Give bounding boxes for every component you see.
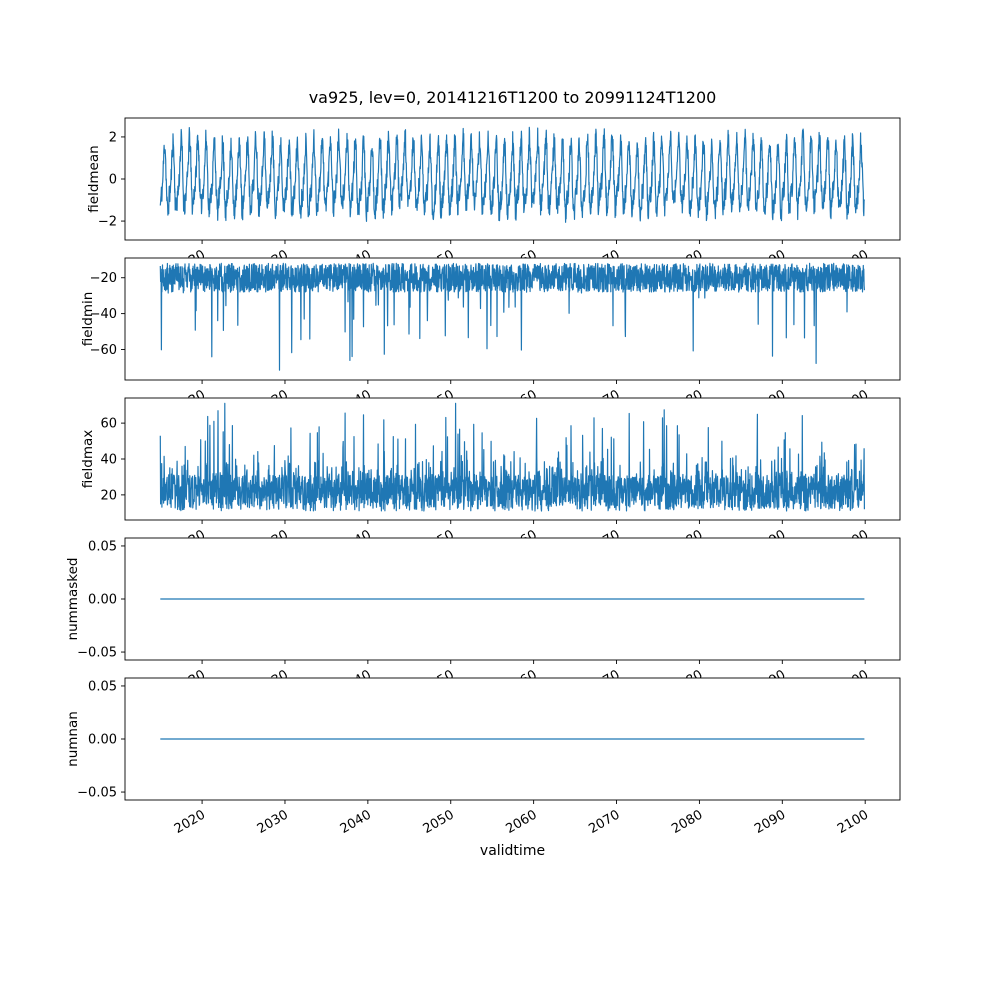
y-tick-label: 40 <box>100 453 117 468</box>
subplot-fieldmax: 604020fieldmax20202030204020502060207020… <box>80 397 901 557</box>
y-tick-label: 0.00 <box>88 733 117 748</box>
y-tick-label: −40 <box>90 307 117 322</box>
x-tick-label: 2090 <box>752 807 788 837</box>
y-axis-label-fieldmin: fieldmin <box>80 292 96 347</box>
x-tick-label: 2070 <box>586 807 622 837</box>
y-tick-label: −20 <box>90 271 117 286</box>
series-line-fieldmin <box>159 262 865 371</box>
subplot-nummasked: 0.050.00−0.05nummasked202020302040205020… <box>65 537 901 697</box>
y-tick-label: −0.05 <box>77 646 117 661</box>
x-tick-label: 2060 <box>503 807 539 837</box>
y-tick-label: 0.05 <box>88 539 117 554</box>
subplot-fieldmin: −20−40−60fieldmin20202030204020502060207… <box>80 257 901 417</box>
x-tick-label: 2080 <box>669 807 705 837</box>
y-tick-label: −60 <box>90 343 117 358</box>
x-tick-label: 2050 <box>421 807 457 837</box>
y-axis-label-fieldmean: fieldmean <box>86 145 102 212</box>
y-tick-label: −0.05 <box>77 786 117 801</box>
y-axis-label-fieldmax: fieldmax <box>80 430 96 489</box>
y-tick-label: 2 <box>109 130 117 145</box>
y-tick-label: 0.05 <box>88 679 117 694</box>
x-tick-label: 2030 <box>255 807 291 837</box>
y-tick-label: 60 <box>100 417 117 432</box>
y-tick-label: −2 <box>98 215 117 230</box>
y-axis-label-numnan: numnan <box>65 711 81 767</box>
subplot-fieldmean: 20−2fieldmean202020302040205020602070208… <box>86 117 901 277</box>
x-tick-label: 2040 <box>338 807 374 837</box>
y-tick-label: 0 <box>109 173 117 188</box>
y-tick-label: 20 <box>100 488 117 503</box>
y-axis-label-nummasked: nummasked <box>65 558 81 641</box>
series-line-fieldmean <box>159 126 865 223</box>
x-axis-label: validtime <box>479 843 546 859</box>
figure-title: va925, lev=0, 20141216T1200 to 20991124T… <box>308 88 717 107</box>
axes-frame <box>124 257 901 381</box>
y-tick-label: 0.00 <box>88 593 117 608</box>
subplot-numnan: 0.05 0.00 −0.05 numnan 2020 2030 2040 2050 2060 2… <box>65 677 901 837</box>
x-tick-label: 2100 <box>835 807 871 837</box>
series-line-fieldmax <box>159 402 866 512</box>
x-tick-label: 2020 <box>172 807 208 837</box>
